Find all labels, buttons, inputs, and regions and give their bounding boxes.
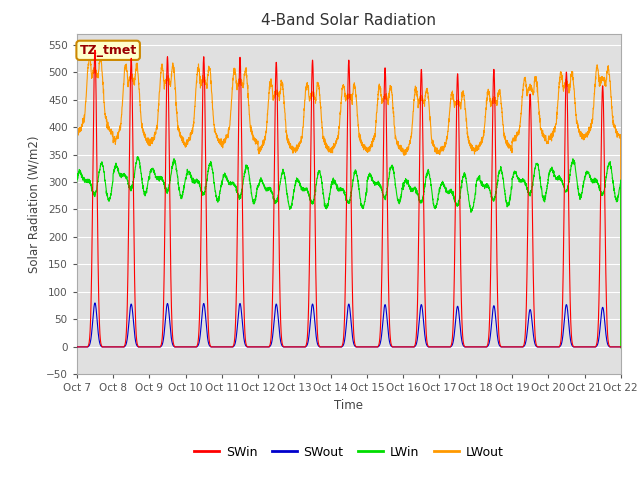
Title: 4-Band Solar Radiation: 4-Band Solar Radiation (261, 13, 436, 28)
X-axis label: Time: Time (334, 399, 364, 412)
Text: TZ_tmet: TZ_tmet (79, 44, 137, 57)
Legend: SWin, SWout, LWin, LWout: SWin, SWout, LWin, LWout (189, 441, 508, 464)
Y-axis label: Solar Radiation (W/m2): Solar Radiation (W/m2) (28, 135, 40, 273)
